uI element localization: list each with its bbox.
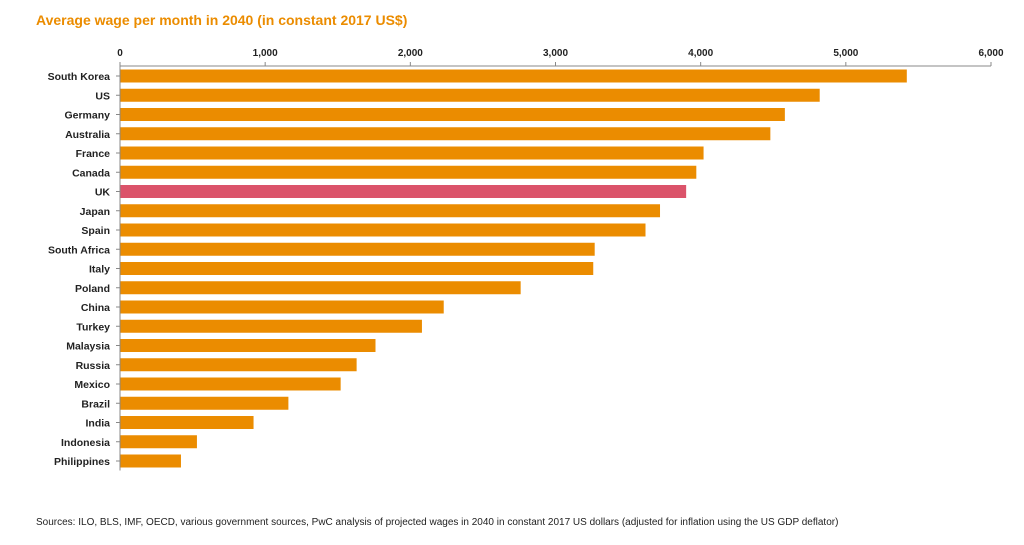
bar-malaysia xyxy=(120,339,376,352)
bar-china xyxy=(120,300,444,314)
category-label: China xyxy=(81,302,110,314)
category-label: Brazil xyxy=(81,398,110,410)
bar-spain xyxy=(120,223,646,237)
category-label: Russia xyxy=(76,360,111,372)
category-label: Canada xyxy=(72,167,110,179)
chart-title: Average wage per month in 2040 (in const… xyxy=(36,12,408,28)
bar-turkey xyxy=(120,319,422,333)
category-label: South Korea xyxy=(48,71,111,83)
category-label: Mexico xyxy=(74,379,110,391)
bar-us xyxy=(120,88,820,102)
bar-france xyxy=(120,146,704,160)
bar-south-africa xyxy=(120,242,595,256)
bar-brazil xyxy=(120,396,289,410)
category-label: UK xyxy=(95,187,111,199)
category-label: Philippines xyxy=(54,456,110,468)
bars xyxy=(120,69,907,468)
x-axis: 0 1,000 2,000 3,000 4,000 5,000 6,000 xyxy=(116,48,1004,471)
category-label: Australia xyxy=(65,129,110,141)
category-label: Indonesia xyxy=(61,437,110,449)
category-label: Poland xyxy=(75,283,110,295)
bar-russia xyxy=(120,358,357,372)
bar-mexico xyxy=(120,377,341,391)
bar-poland xyxy=(120,281,521,295)
bar-germany xyxy=(120,108,785,121)
category-label: Spain xyxy=(81,225,110,237)
category-label: US xyxy=(95,90,110,102)
bar-chart: 0 1,000 2,000 3,000 4,000 5,000 6,000 South Ko… xyxy=(48,48,1004,471)
x-tick-label: 6,000 xyxy=(978,48,1003,59)
bar-australia xyxy=(120,127,771,141)
category-labels: South Korea US Germany Australia France Canad… xyxy=(48,71,111,468)
category-label: South Africa xyxy=(48,244,110,256)
category-label: Italy xyxy=(89,264,110,276)
bar-japan xyxy=(120,204,661,218)
bar-italy xyxy=(120,262,594,275)
bar-uk xyxy=(120,185,687,198)
bar-indonesia xyxy=(120,435,197,449)
category-label: France xyxy=(76,148,111,160)
x-tick-label: 0 xyxy=(117,48,123,59)
category-label: Germany xyxy=(64,110,110,122)
bar-philippines xyxy=(120,454,181,468)
bar-india xyxy=(120,416,254,429)
bar-canada xyxy=(120,165,697,179)
x-tick-label: 5,000 xyxy=(833,48,858,59)
category-label: Japan xyxy=(80,206,110,218)
x-tick-label: 1,000 xyxy=(253,48,278,59)
bar-south-korea xyxy=(120,69,907,83)
x-tick-label: 2,000 xyxy=(398,48,423,59)
source-note: Sources: ILO, BLS, IMF, OECD, various go… xyxy=(36,517,839,528)
x-tick-label: 4,000 xyxy=(688,48,713,59)
category-label: Malaysia xyxy=(66,341,110,353)
x-tick-label: 3,000 xyxy=(543,48,568,59)
category-label: Turkey xyxy=(76,321,110,333)
category-label: India xyxy=(85,418,110,430)
